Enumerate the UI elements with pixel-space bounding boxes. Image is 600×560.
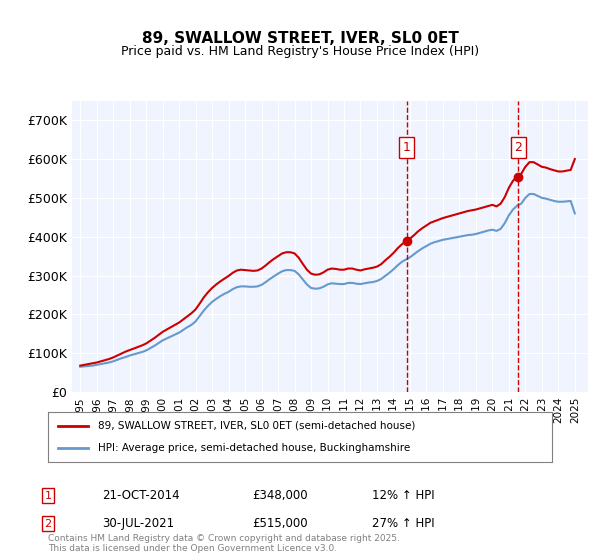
Text: £348,000: £348,000 [252, 489, 308, 502]
Text: HPI: Average price, semi-detached house, Buckinghamshire: HPI: Average price, semi-detached house,… [98, 443, 410, 453]
Text: 89, SWALLOW STREET, IVER, SL0 0ET: 89, SWALLOW STREET, IVER, SL0 0ET [142, 31, 458, 46]
Text: £515,000: £515,000 [252, 517, 308, 530]
Text: 30-JUL-2021: 30-JUL-2021 [102, 517, 174, 530]
Text: 21-OCT-2014: 21-OCT-2014 [102, 489, 179, 502]
Text: 27% ↑ HPI: 27% ↑ HPI [372, 517, 434, 530]
Text: Price paid vs. HM Land Registry's House Price Index (HPI): Price paid vs. HM Land Registry's House … [121, 45, 479, 58]
Text: 12% ↑ HPI: 12% ↑ HPI [372, 489, 434, 502]
Text: 2: 2 [514, 141, 523, 154]
Text: 1: 1 [403, 141, 410, 154]
Text: Contains HM Land Registry data © Crown copyright and database right 2025.
This d: Contains HM Land Registry data © Crown c… [48, 534, 400, 553]
Text: 2: 2 [44, 519, 52, 529]
Text: 89, SWALLOW STREET, IVER, SL0 0ET (semi-detached house): 89, SWALLOW STREET, IVER, SL0 0ET (semi-… [98, 421, 416, 431]
Text: 1: 1 [44, 491, 52, 501]
